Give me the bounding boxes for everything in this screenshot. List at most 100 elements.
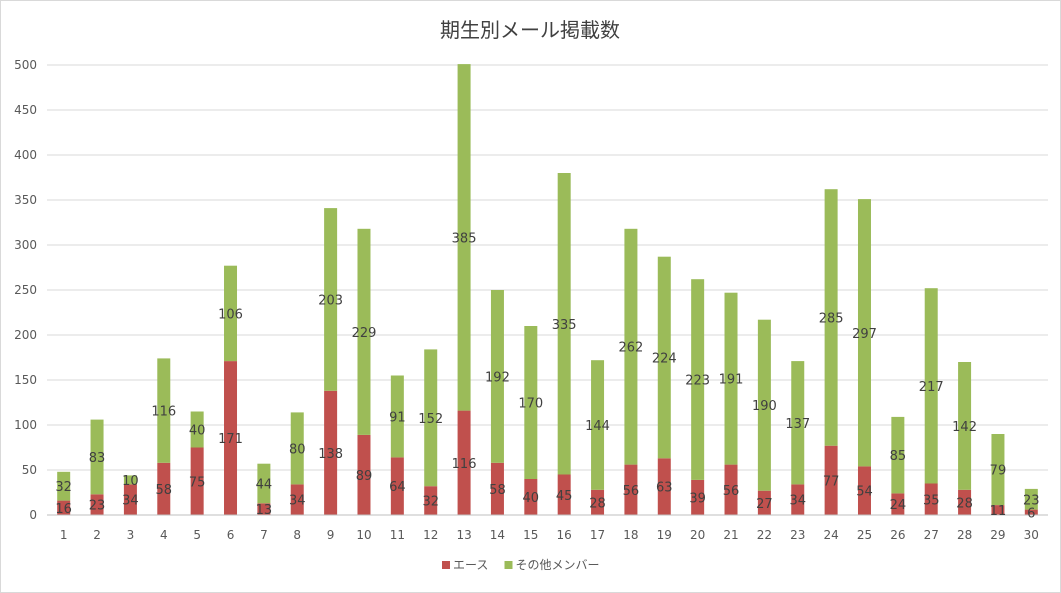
x-tick-label: 14 (490, 528, 505, 542)
data-label: 10 (122, 474, 139, 489)
y-tick-label: 50 (22, 463, 37, 477)
data-label: 262 (619, 341, 644, 356)
data-label: 223 (685, 374, 710, 389)
data-label: 32 (422, 495, 439, 510)
x-tick-label: 25 (857, 528, 872, 542)
bar-segment (90, 419, 104, 495)
bar-segment (991, 434, 1005, 506)
x-tick-label: 21 (723, 528, 738, 542)
bar-segment (924, 483, 938, 515)
bar-segment (524, 479, 538, 515)
bar-segment (791, 484, 805, 515)
data-label: 77 (823, 474, 840, 489)
legend-swatch (504, 561, 513, 569)
data-label: 137 (785, 417, 810, 432)
data-label: 297 (852, 327, 877, 342)
bar-segment (591, 360, 605, 490)
bar-segment (657, 458, 671, 515)
data-label: 285 (819, 311, 844, 326)
bar-segment (791, 361, 805, 485)
x-tick-label: 4 (160, 528, 168, 542)
data-label: 85 (890, 449, 907, 464)
data-label: 56 (723, 484, 740, 499)
data-label: 144 (585, 419, 610, 434)
bar-segment (958, 489, 972, 515)
data-label: 39 (689, 491, 706, 506)
bar-segment (357, 228, 371, 435)
data-label: 11 (990, 504, 1007, 519)
data-label: 58 (156, 483, 173, 498)
x-tick-label: 8 (293, 528, 301, 542)
bar-segment (290, 412, 304, 485)
data-label: 142 (952, 420, 977, 435)
x-tick-label: 12 (423, 528, 438, 542)
bar-segment (123, 475, 137, 485)
bar-segment (57, 500, 71, 515)
y-tick-label: 0 (29, 508, 37, 522)
x-tick-label: 24 (823, 528, 838, 542)
x-tick-label: 15 (523, 528, 538, 542)
y-tick-label: 300 (14, 238, 37, 252)
legend: エース その他メンバー (442, 558, 600, 572)
bar-segment (190, 411, 204, 448)
data-label: 152 (418, 412, 443, 427)
x-tick-label: 17 (590, 528, 605, 542)
data-label: 54 (856, 485, 873, 500)
bars (57, 64, 1038, 515)
data-label: 28 (956, 496, 973, 511)
legend-swatch (442, 561, 450, 569)
x-tick-label: 1 (60, 528, 68, 542)
bar-segment (224, 265, 238, 362)
bar-segment (490, 462, 504, 515)
data-label: 34 (122, 494, 139, 509)
data-label: 24 (890, 498, 907, 513)
data-label: 192 (485, 370, 510, 385)
bar-segment (757, 490, 771, 515)
bar-segment (891, 416, 905, 494)
bar-segment (991, 505, 1005, 515)
x-tick-label: 20 (690, 528, 705, 542)
chart-title: 期生別メール掲載数 (440, 18, 620, 42)
x-tick-label: 6 (227, 528, 235, 542)
y-tick-label: 500 (14, 58, 37, 72)
x-tick-label: 10 (356, 528, 371, 542)
data-label: 44 (256, 478, 273, 493)
bar-segment (324, 390, 338, 515)
data-label: 34 (789, 494, 806, 509)
bar-segment (424, 349, 438, 487)
bar-segment (90, 494, 104, 515)
data-label: 23 (89, 499, 106, 514)
x-tick-label: 7 (260, 528, 268, 542)
bar-segment (157, 462, 171, 515)
data-label: 203 (318, 293, 343, 308)
legend-label: その他メンバー (516, 558, 600, 572)
bar-segment (224, 361, 238, 515)
data-label: 217 (919, 380, 944, 395)
data-label: 385 (452, 231, 477, 246)
x-tick-label: 28 (957, 528, 972, 542)
bar-segment (624, 228, 638, 465)
data-label: 58 (489, 483, 506, 498)
data-label: 83 (89, 451, 106, 466)
x-tick-label: 22 (757, 528, 772, 542)
bar-segment (524, 326, 538, 479)
x-tick-label: 2 (93, 528, 101, 542)
bar-segment (591, 489, 605, 515)
data-label: 63 (656, 481, 673, 496)
data-label: 116 (151, 405, 176, 420)
bar-segment (57, 471, 71, 501)
bar-segment (857, 466, 871, 515)
x-tick-label: 18 (623, 528, 638, 542)
bar-segment (1024, 509, 1038, 515)
data-label: 13 (256, 503, 273, 518)
y-tick-label: 200 (14, 328, 37, 342)
data-label: 116 (452, 457, 477, 472)
bar-segment (324, 208, 338, 391)
y-tick-label: 250 (14, 283, 37, 297)
data-label: 32 (55, 480, 72, 495)
data-label: 80 (289, 442, 306, 457)
data-label: 171 (218, 432, 243, 447)
bar-segment (557, 173, 571, 475)
